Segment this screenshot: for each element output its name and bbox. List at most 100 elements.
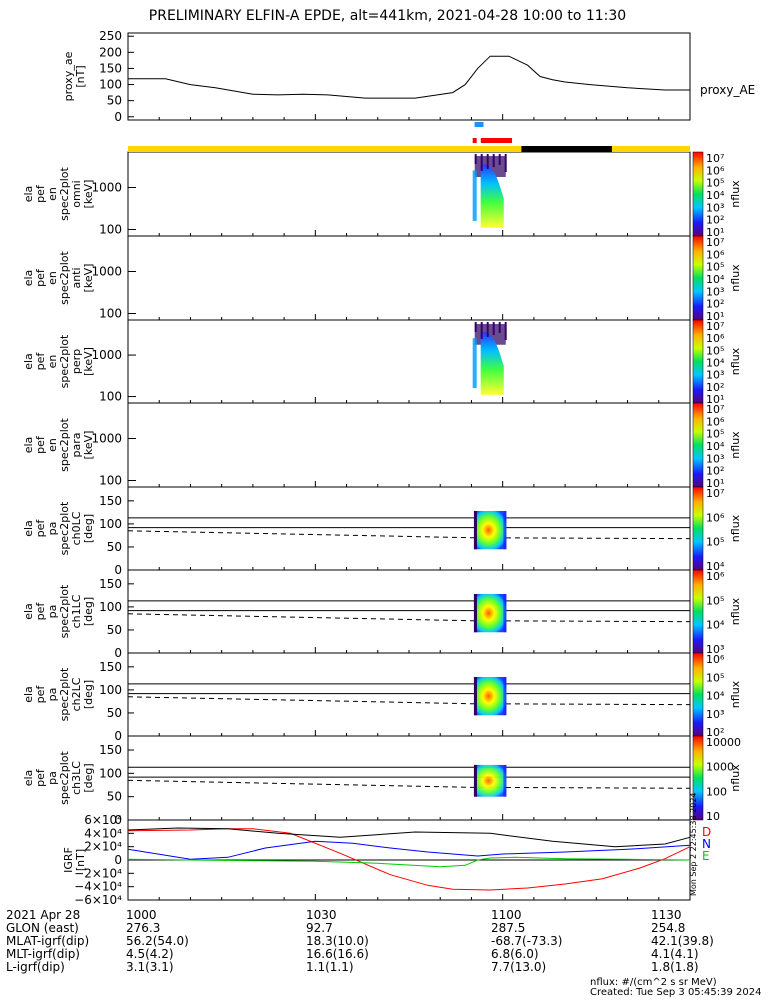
y-tick-label: 1000 <box>91 264 122 278</box>
y-tick-label: 50 <box>107 706 122 720</box>
colorbar-tick-label: 10 <box>706 810 720 823</box>
y-tick-label: 6×10⁴ <box>84 813 122 827</box>
anti-loss-cone-dashed <box>127 613 691 623</box>
spectrogram-cell <box>486 322 489 337</box>
y-axis-label: spec2plot <box>58 167 71 221</box>
y-axis-label: pa <box>46 522 59 536</box>
footer-value: 1.1(1.1) <box>306 960 354 974</box>
spectrogram-cell <box>492 154 495 167</box>
spectrogram-cell <box>498 322 501 333</box>
y-axis-label: [deg] <box>82 514 95 543</box>
y-axis-label: ch0LC <box>70 511 83 545</box>
colorbar-tick-label: 10² <box>706 214 724 227</box>
y-tick-label: 100 <box>99 222 122 236</box>
colorbar <box>692 569 704 654</box>
colorbar-label: nflux <box>729 597 742 625</box>
y-tick-label: 100 <box>99 683 122 697</box>
y-tick-label: 200 <box>99 45 122 59</box>
igrf-series-total <box>127 827 691 848</box>
colorbar-tick-label: 10⁵ <box>706 177 724 190</box>
footer-value: 6.8(6.0) <box>491 947 539 961</box>
y-axis-label: ela <box>22 686 35 703</box>
y-tick-label: 1000 <box>91 431 122 445</box>
y-tick-label: 150 <box>99 494 122 508</box>
colorbar-tick-label: 10⁴ <box>706 619 725 632</box>
footer-value: 1130 <box>651 908 682 922</box>
colorbar-label: nflux <box>729 764 742 792</box>
y-tick-label: 4×10⁴ <box>84 826 122 840</box>
footer-row: 2021 Apr 28 1000 1030 1100 1130 <box>6 908 766 922</box>
y-axis-label: [deg] <box>82 763 95 792</box>
y-axis-label: spec2plot <box>58 251 71 305</box>
colorbar-tick-label: 10⁵ <box>706 344 724 357</box>
y-tick-label: 150 <box>99 577 122 591</box>
colorbar-label: nflux <box>729 347 742 375</box>
colorbar-tick-label: 10¹ <box>706 310 724 323</box>
anti-loss-cone-dashed <box>127 530 691 540</box>
spectrogram-cell <box>486 154 489 169</box>
footer-row: GLON (east) 276.3 92.7 287.5 254.8 <box>6 921 766 935</box>
igrf-series-n <box>127 840 691 860</box>
spectrogram-cell <box>492 322 495 335</box>
colorbar-tick-label: 1000 <box>706 761 734 774</box>
y-tick-label: 250 <box>99 29 122 43</box>
panel-frame-ela_pef_pa_spec2plot_ch0LC <box>127 486 691 571</box>
colorbar-tick-label: 10³ <box>706 643 724 656</box>
spectrogram-cell <box>503 764 507 797</box>
y-tick-label: 150 <box>99 660 122 674</box>
y-axis-label: en <box>46 355 59 369</box>
footer-value: 18.3(10.0) <box>306 934 369 948</box>
sunlit-bar <box>611 146 690 152</box>
colorbar-tick-label: 10³ <box>706 708 724 721</box>
y-axis-label: [deg] <box>82 597 95 626</box>
colorbar-tick-label: 10⁵ <box>706 671 724 684</box>
y-axis-label: pef <box>34 519 47 538</box>
y-tick-label: 1000 <box>91 180 122 194</box>
spectrogram-cell <box>504 322 507 340</box>
y-axis-label: omni <box>70 180 83 207</box>
colorbar-tick-label: 10⁴ <box>706 440 725 453</box>
colorbar-tick-label: 10³ <box>706 369 724 382</box>
pitch-angle-flux-region <box>473 764 507 797</box>
footer-value: 16.6(16.6) <box>306 947 369 961</box>
colorbar-tick-label: 10³ <box>706 285 724 298</box>
y-tick-label: 0 <box>114 646 122 660</box>
footer-value: 92.7 <box>306 921 333 935</box>
colorbar-label: nflux <box>729 431 742 459</box>
colorbar-label: nflux <box>729 180 742 208</box>
colorbar <box>692 151 704 237</box>
colorbar-label: nflux <box>729 680 742 708</box>
footer-value: 4.1(4.1) <box>651 947 699 961</box>
footer-value: 7.7(13.0) <box>491 960 547 974</box>
footer-value: 1100 <box>491 908 522 922</box>
proxy-ae-line <box>128 55 690 99</box>
pitch-angle-flux-region <box>473 510 507 550</box>
footer-row-label: GLON (east) <box>6 921 79 935</box>
sunlit-bar <box>128 146 522 152</box>
y-axis-label: [deg] <box>82 680 95 709</box>
spectrogram-cell <box>504 154 507 172</box>
anti-loss-cone-dashed <box>127 779 691 789</box>
y-axis-label: pef <box>34 184 47 203</box>
y-axis-label: perp <box>70 349 83 374</box>
y-axis-label: ela <box>22 603 35 620</box>
y-tick-label: 0 <box>114 853 122 867</box>
page-title: PRELIMINARY ELFIN-A EPDE, alt=441km, 202… <box>148 8 627 24</box>
anti-loss-cone-dashed <box>127 696 691 706</box>
footer-row: MLAT-igrf(dip) 56.2(54.0) 18.3(10.0) -68.7(… <box>6 934 766 948</box>
colorbar-tick-label: 10⁶ <box>706 164 725 177</box>
y-tick-label: 100 <box>99 78 122 92</box>
panel-frame-ela_pef_en_spec2plot_anti <box>127 235 691 321</box>
colorbar-tick-label: 10² <box>706 726 724 739</box>
colorbar-tick-label: 10⁶ <box>706 511 725 524</box>
y-axis-label: pef <box>34 685 47 704</box>
y-tick-label: 100 <box>99 600 122 614</box>
data-segment-marker <box>472 138 477 143</box>
y-axis-label: proxy_ae <box>62 51 75 101</box>
y-tick-label: 50 <box>107 540 122 554</box>
colorbar-tick-label: 10000 <box>706 736 741 749</box>
y-axis-label: IGRF <box>62 847 75 873</box>
y-tick-label: 150 <box>99 743 122 757</box>
colorbar-tick-label: 10⁷ <box>706 152 724 165</box>
y-axis-label: ela <box>22 770 35 787</box>
